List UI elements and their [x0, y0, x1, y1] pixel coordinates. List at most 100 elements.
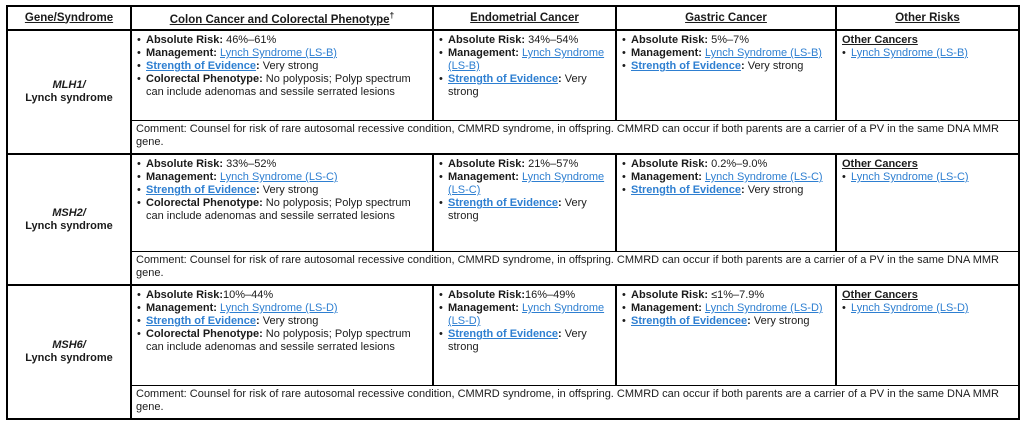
management-item: Management: Lynch Syndrome (LS-C) — [137, 171, 428, 184]
management-label: Management: — [448, 171, 519, 183]
strength-of-evidence-value: Very strong — [744, 60, 804, 72]
absolute-risk-label: Absolute Risk: — [631, 289, 709, 301]
colorectal-phenotype-item: Colorectal Phenotype: No polyposis; Poly… — [137, 73, 428, 99]
colon-separator: : — [256, 60, 260, 72]
colon-separator: : — [558, 197, 562, 209]
gene-cell-msh2: MSH2/ Lynch syndrome — [6, 153, 132, 286]
absolute-risk-value: 5%–7% — [708, 34, 749, 46]
gene-cell-mlh1: MLH1/ Lynch syndrome — [6, 29, 132, 155]
absolute-risk-label: Absolute Risk: — [448, 34, 526, 46]
lynch-syndrome-link[interactable]: Lynch Syndrome (LS-C) — [704, 171, 823, 183]
strength-of-evidence-value: Very strong — [259, 184, 319, 196]
management-item: Management: Lynch Syndrome (LS-D) — [137, 302, 428, 315]
management-label: Management: — [631, 302, 702, 314]
absolute-risk-value: 10%–44% — [223, 289, 274, 301]
lynch-syndrome-link[interactable]: Lynch Syndrome (LS-B) — [219, 47, 337, 59]
endometrial-cancer-cell: Absolute Risk: 21%–57% Management: Lynch… — [432, 153, 617, 252]
absolute-risk-item: Absolute Risk: 46%–61% — [137, 34, 428, 47]
strength-of-evidence-link[interactable]: Strength of Evidence — [146, 184, 257, 196]
colorectal-phenotype-value: No polyposis; Polyp spectrum can include… — [146, 328, 411, 353]
absolute-risk-item: Absolute Risk: 21%–57% — [439, 158, 611, 171]
header-label: Gastric Cancer — [685, 11, 767, 24]
colon-cancer-cell: Absolute Risk: 33%–52% Management: Lynch… — [130, 153, 434, 252]
header-row: Gene/Syndrome Colon Cancer and Colorecta… — [6, 5, 1020, 31]
colorectal-phenotype-label: Colorectal Phenotype: — [146, 197, 263, 209]
comment-row-mlh1: Comment: Counsel for risk of rare autoso… — [7, 119, 1020, 155]
absolute-risk-item: Absolute Risk: ≤1%–7.9% — [622, 289, 831, 302]
comment-row-msh2: Comment: Counsel for risk of rare autoso… — [7, 250, 1020, 286]
absolute-risk-item: Absolute Risk: 5%–7% — [622, 34, 831, 47]
strength-of-evidence-item: Strength of Evidence: Very strong — [439, 73, 611, 99]
management-label: Management: — [631, 171, 702, 183]
lynch-syndrome-link[interactable]: Lynch Syndrome (LS-B) — [851, 47, 968, 59]
strength-of-evidence-value: Very strong — [744, 184, 804, 196]
header-label: Gene/Syndrome — [24, 11, 114, 24]
management-label: Management: — [146, 171, 217, 183]
colorectal-phenotype-value: No polyposis; Polyp spectrum can include… — [146, 73, 411, 98]
strength-of-evidence-value: Very strong — [448, 197, 587, 222]
strength-of-evidence-link[interactable]: Strength of Evidence — [448, 73, 559, 85]
absolute-risk-item: Absolute Risk:10%–44% — [137, 289, 428, 302]
absolute-risk-value: 21%–57% — [525, 158, 579, 170]
management-label: Management: — [448, 302, 519, 314]
lynch-syndrome-link[interactable]: Lynch Syndrome (LS-C) — [851, 171, 969, 183]
document-page: Gene/Syndrome Colon Cancer and Colorecta… — [0, 0, 1024, 425]
lynch-syndrome-link[interactable]: Lynch Syndrome (LS-C) — [448, 171, 605, 196]
strength-of-evidence-item: Strength of Evidence: Very strong — [137, 315, 428, 328]
lynch-syndrome-link[interactable]: Lynch Syndrome (LS-B) — [704, 47, 822, 59]
absolute-risk-value: 0.2%–9.0% — [708, 158, 768, 170]
lynch-syndrome-link[interactable]: Lynch Syndrome (LS-D) — [704, 302, 823, 314]
absolute-risk-value: 33%–52% — [223, 158, 277, 170]
strength-of-evidence-link[interactable]: Strength of Evidence — [146, 60, 257, 72]
colorectal-phenotype-label: Colorectal Phenotype: — [146, 73, 263, 85]
management-item: Management: Lynch Syndrome (LS-B) — [439, 47, 611, 73]
absolute-risk-item: Absolute Risk: 33%–52% — [137, 158, 428, 171]
other-cancers-heading: Other Cancers — [842, 289, 918, 301]
strength-of-evidence-item: Strength of Evidence: Very strong — [622, 60, 831, 73]
gastric-cancer-cell: Absolute Risk: 0.2%–9.0% Management: Lyn… — [615, 153, 837, 252]
management-label: Management: — [631, 47, 702, 59]
lynch-syndrome-link[interactable]: Lynch Syndrome (LS-D) — [219, 302, 338, 314]
strength-of-evidence-link[interactable]: Strength of Evidencee — [631, 315, 748, 327]
strength-of-evidence-link[interactable]: Strength of Evidence — [631, 184, 742, 196]
strength-of-evidence-item: Strength of Evidence: Very strong — [439, 197, 611, 223]
col-header-colon-cancer: Colon Cancer and Colorectal Phenotype† — [130, 5, 434, 31]
management-item: Management: Lynch Syndrome (LS-B) — [137, 47, 428, 60]
table-row-msh6: MSH6/ Lynch syndrome Absolute Risk:10%–4… — [6, 284, 1020, 420]
strength-of-evidence-link[interactable]: Strength of Evidence — [631, 60, 742, 72]
absolute-risk-label: Absolute Risk: — [448, 158, 526, 170]
absolute-risk-value: 16%–49% — [525, 289, 576, 301]
col-header-gastric-cancer: Gastric Cancer — [615, 5, 837, 31]
strength-of-evidence-value: Very strong — [750, 315, 810, 327]
lynch-syndrome-link[interactable]: Lynch Syndrome (LS-B) — [448, 47, 605, 72]
lynch-syndrome-link[interactable]: Lynch Syndrome (LS-D) — [851, 302, 969, 314]
colorectal-phenotype-item: Colorectal Phenotype: No polyposis; Poly… — [137, 197, 428, 223]
gastric-cancer-cell: Absolute Risk: 5%–7% Management: Lynch S… — [615, 29, 837, 121]
gene-name: MLH1/ — [52, 79, 86, 91]
management-item: Management: Lynch Syndrome (LS-D) — [622, 302, 831, 315]
colon-separator: : — [741, 184, 745, 196]
absolute-risk-item: Absolute Risk: 0.2%–9.0% — [622, 158, 831, 171]
colon-cancer-cell: Absolute Risk:10%–44% Management: Lynch … — [130, 284, 434, 386]
absolute-risk-label: Absolute Risk: — [146, 289, 224, 301]
management-item: Management: Lynch Syndrome (LS-D) — [439, 302, 611, 328]
strength-of-evidence-item: Strength of Evidence: Very strong — [137, 60, 428, 73]
strength-of-evidence-link[interactable]: Strength of Evidence — [448, 197, 559, 209]
management-label: Management: — [146, 302, 217, 314]
strength-of-evidence-item: Strength of Evidence: Very strong — [622, 184, 831, 197]
lynch-syndrome-link[interactable]: Lynch Syndrome (LS-D) — [448, 302, 605, 327]
other-cancers-heading: Other Cancers — [842, 34, 918, 46]
comment-cell: Comment: Counsel for risk of rare autoso… — [130, 250, 1020, 286]
colon-separator: : — [256, 184, 260, 196]
absolute-risk-item: Absolute Risk:16%–49% — [439, 289, 611, 302]
comment-cell: Comment: Counsel for risk of rare autoso… — [130, 384, 1020, 420]
dagger-footnote-marker: † — [389, 10, 395, 21]
absolute-risk-label: Absolute Risk: — [146, 158, 224, 170]
other-risks-cell: Other Cancers Lynch Syndrome (LS-D) — [835, 284, 1020, 386]
strength-of-evidence-link[interactable]: Strength of Evidence — [448, 328, 559, 340]
absolute-risk-item: Absolute Risk: 34%–54% — [439, 34, 611, 47]
management-label: Management: — [146, 47, 217, 59]
strength-of-evidence-value: Very strong — [259, 60, 319, 72]
lynch-syndrome-link[interactable]: Lynch Syndrome (LS-C) — [219, 171, 338, 183]
strength-of-evidence-link[interactable]: Strength of Evidence — [146, 315, 257, 327]
